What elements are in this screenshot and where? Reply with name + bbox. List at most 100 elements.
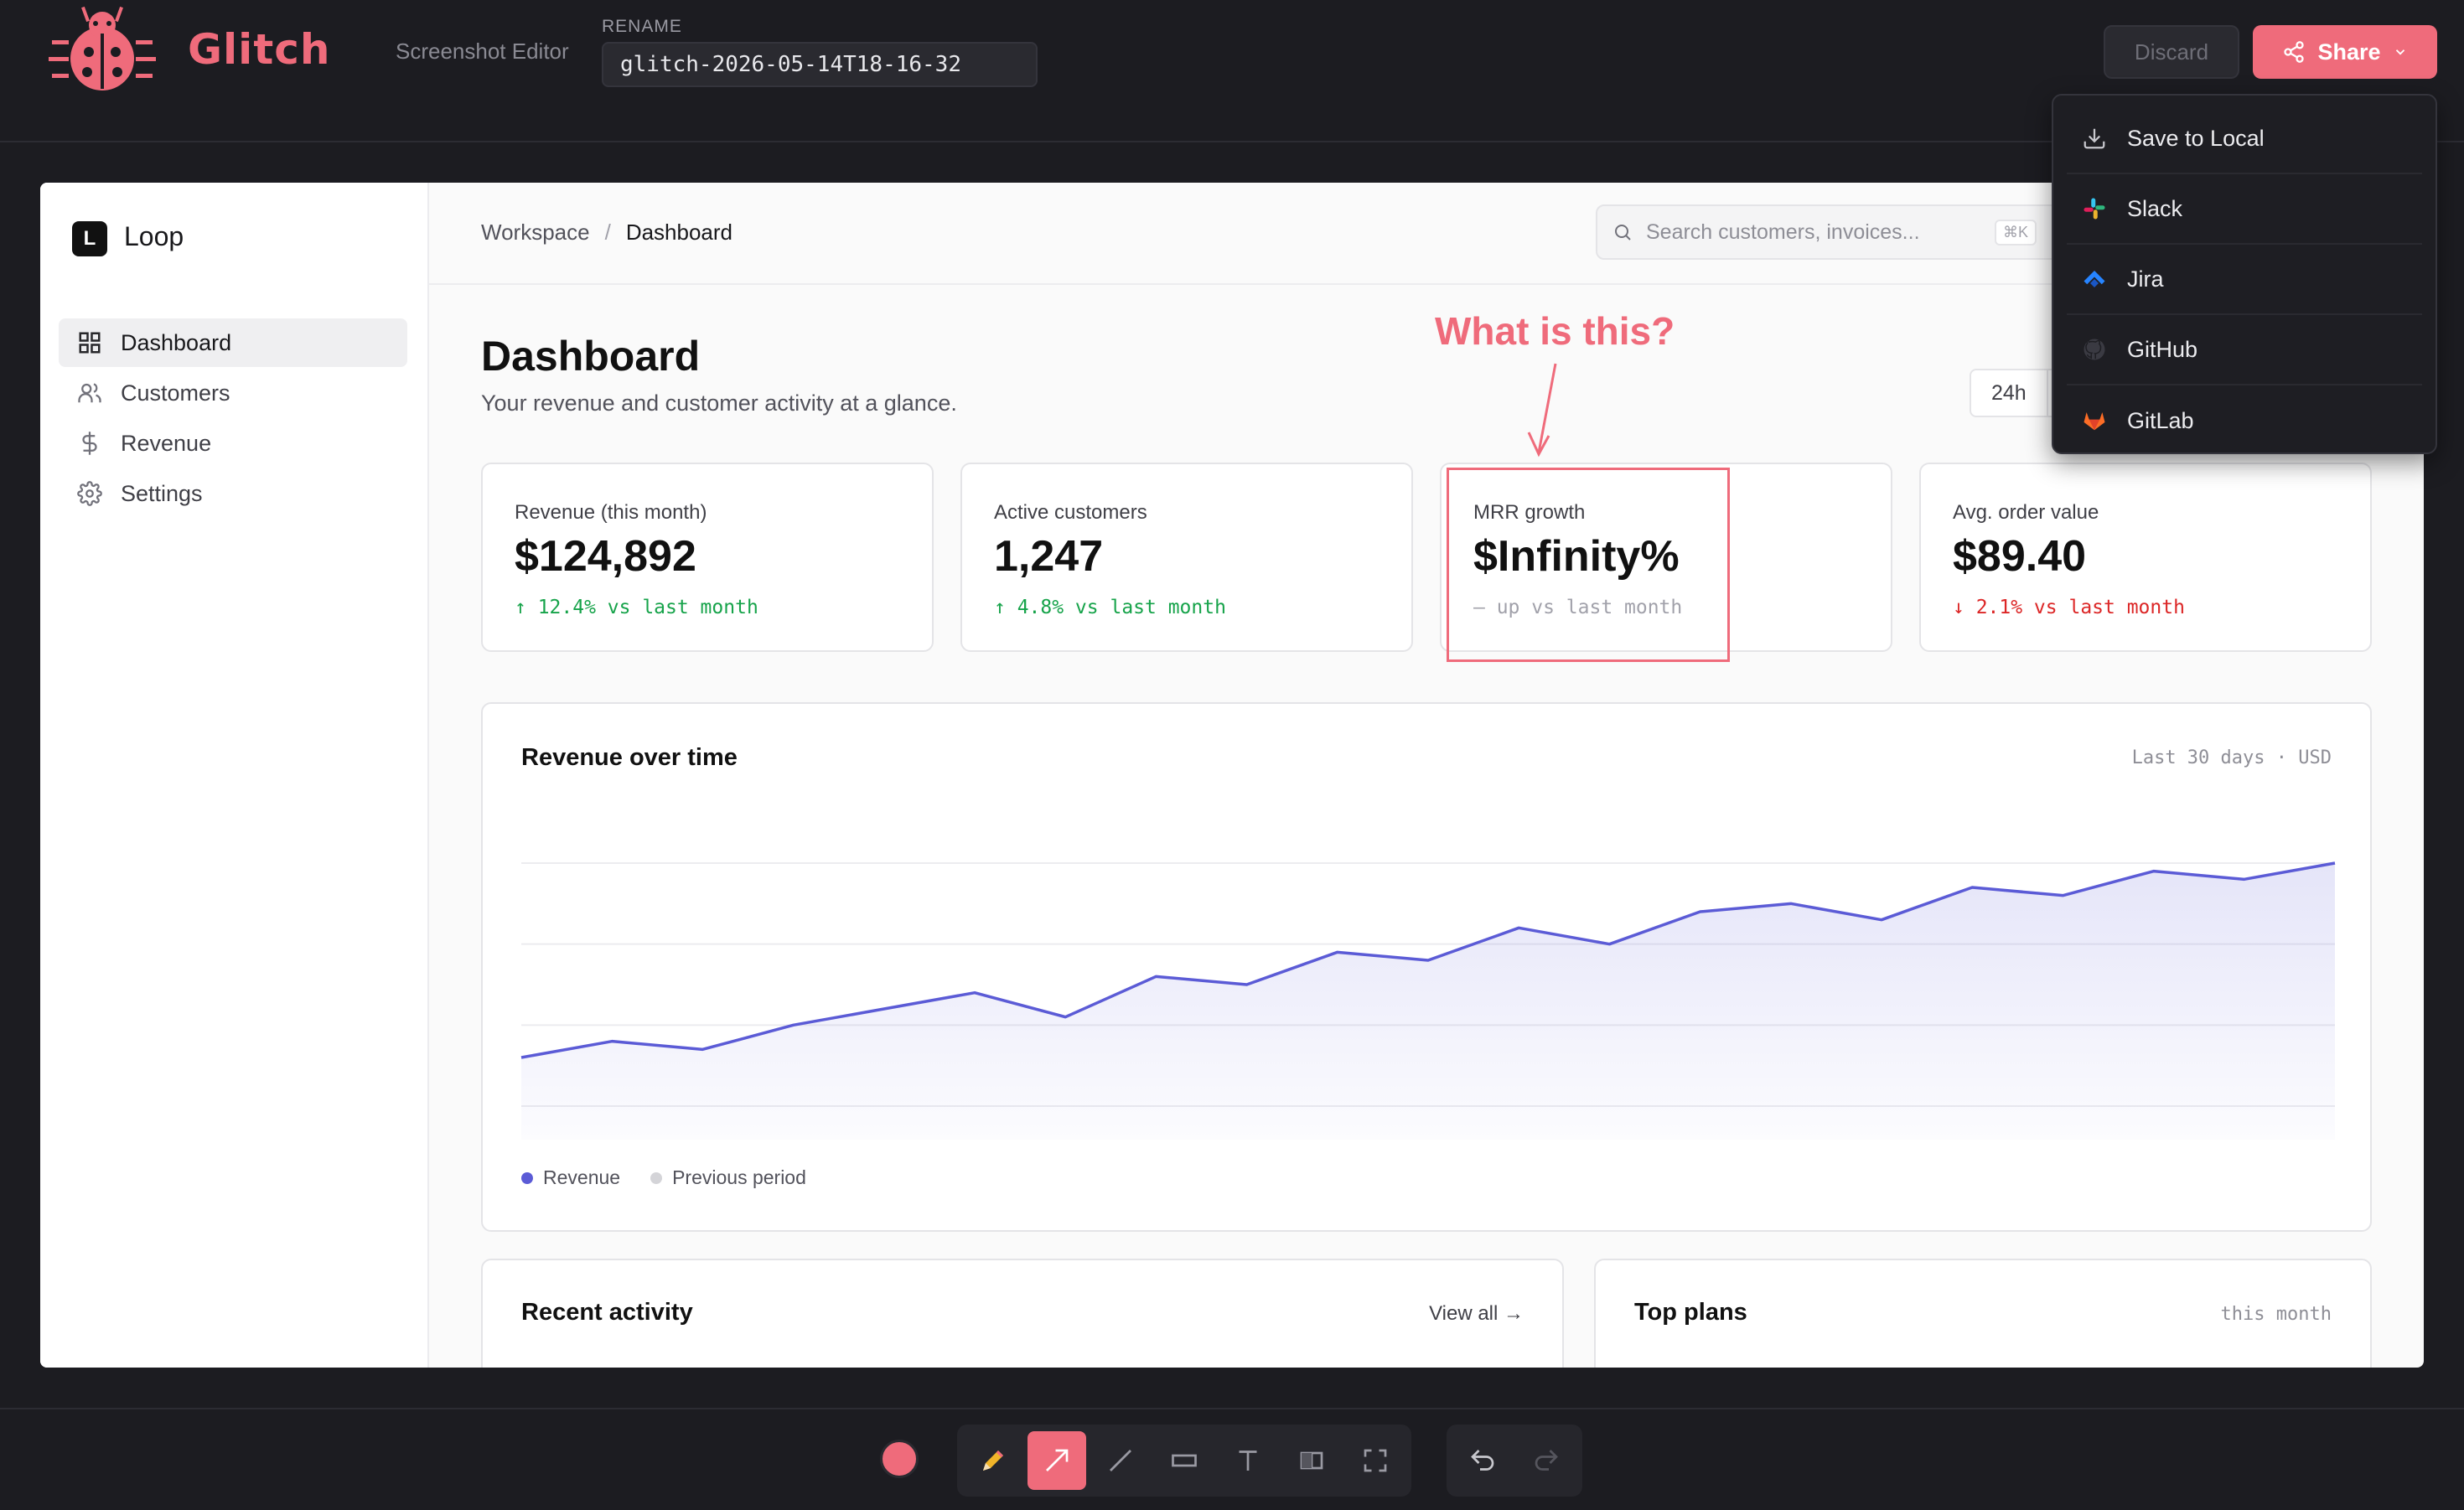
revenue-point[interactable] (607, 1037, 617, 1047)
stat-card-avg-order: Avg. order value $89.40 ↓ 2.1% vs last m… (1919, 463, 2372, 652)
download-icon (2084, 128, 2105, 149)
top-bar: Glitch Screenshot Editor RENAME Discard … (0, 0, 2464, 142)
annotation-text[interactable]: What is this? (1435, 309, 1675, 353)
revenue-point[interactable] (1604, 939, 1614, 949)
filename-input[interactable] (602, 42, 1038, 87)
share-menu-save-local[interactable]: Save to Local (2067, 104, 2422, 174)
range-tab-24h[interactable]: 24h (1971, 370, 2048, 416)
revenue-point[interactable] (1060, 1012, 1070, 1022)
top-plans-title: Top plans (1634, 1299, 1747, 1326)
blur-icon[interactable] (1282, 1431, 1341, 1490)
share-menu-slack[interactable]: Slack (2067, 174, 2422, 245)
stat-delta: ↓ 2.1% vs last month (1953, 597, 2185, 618)
line-icon[interactable] (1091, 1431, 1150, 1490)
breadcrumb-workspace[interactable]: Workspace (481, 220, 590, 245)
legend-item-previous: Previous period (650, 1166, 806, 1189)
text-icon[interactable] (1219, 1431, 1277, 1490)
revenue-point[interactable] (1786, 898, 1796, 908)
sidebar-item-label: Dashboard (121, 329, 232, 355)
share-dropdown-menu: Save to Local Slack Jira GitHub GitLab (2052, 94, 2437, 454)
redo-icon[interactable] (1517, 1431, 1576, 1490)
share-menu-label: Jira (2127, 266, 2164, 292)
sidebar-item-dashboard[interactable]: Dashboard (59, 318, 407, 367)
drawing-tools-group (957, 1425, 1411, 1497)
users-icon (78, 383, 101, 403)
annotation-rectangle[interactable] (1447, 468, 1730, 662)
top-plans-meta: this month (2220, 1304, 2332, 1325)
brand-name: Loop (124, 221, 184, 251)
crop-icon[interactable] (1346, 1431, 1405, 1490)
share-menu-github[interactable]: GitHub (2067, 315, 2422, 385)
revenue-point[interactable] (970, 988, 980, 998)
share-button[interactable]: Share (2253, 25, 2437, 79)
brand-badge: L (72, 221, 107, 256)
revenue-point[interactable] (1514, 923, 1524, 933)
revenue-point[interactable] (1151, 971, 1161, 981)
share-button-label: Share (2317, 39, 2381, 65)
ladybug-logo-icon (49, 6, 156, 90)
revenue-point[interactable] (789, 1020, 799, 1030)
breadcrumb-dashboard: Dashboard (625, 220, 733, 245)
search-input[interactable] (1646, 220, 1981, 245)
revenue-point[interactable] (2058, 891, 2068, 901)
legend-item-revenue: Revenue (521, 1166, 620, 1189)
stat-delta: ↑ 4.8% vs last month (994, 597, 1226, 618)
revenue-point[interactable] (2149, 866, 2159, 877)
stat-value: $89.40 (1953, 532, 2087, 581)
stat-label: Revenue (this month) (515, 501, 707, 524)
revenue-point[interactable] (516, 1052, 526, 1063)
rectangle-icon[interactable] (1155, 1431, 1214, 1490)
slack-icon (2084, 198, 2105, 220)
app-subtitle: Screenshot Editor (396, 39, 569, 64)
color-picker-swatch[interactable] (880, 1440, 919, 1478)
sidebar-item-settings[interactable]: Settings (59, 469, 407, 518)
share-menu-gitlab[interactable]: GitLab (2067, 385, 2422, 456)
stat-card-revenue: Revenue (this month) $124,892 ↑ 12.4% vs… (481, 463, 934, 652)
screenshot-canvas: L Loop Dashboard Customers Revenue (40, 183, 2424, 1368)
share-menu-jira[interactable]: Jira (2067, 245, 2422, 315)
gitlab-icon (2084, 412, 2105, 431)
discard-button[interactable]: Discard (2104, 25, 2239, 79)
revenue-chart-card: Revenue over time Last 30 days · USD Rev… (481, 702, 2372, 1232)
revenue-point[interactable] (2239, 874, 2249, 884)
sidebar-item-customers[interactable]: Customers (59, 369, 407, 417)
revenue-area (521, 863, 2335, 1140)
undo-icon[interactable] (1453, 1431, 1512, 1490)
chart-meta: Last 30 days · USD (2131, 747, 2332, 768)
pencil-icon[interactable] (964, 1431, 1022, 1490)
stat-label: Active customers (994, 501, 1147, 524)
revenue-point[interactable] (2330, 858, 2340, 868)
revenue-series-line (520, 861, 2336, 1059)
revenue-point[interactable] (1876, 915, 1887, 925)
legend-dot (521, 1171, 533, 1184)
revenue-point[interactable] (879, 1004, 889, 1014)
rename-label: RENAME (602, 17, 682, 36)
stat-delta: — up vs last month (1473, 597, 1683, 618)
recent-activity-card: Recent activity View all → (481, 1259, 1564, 1368)
share-icon (2284, 41, 2305, 63)
view-all-link[interactable]: View all → (1429, 1302, 1524, 1325)
dollar-icon (82, 432, 97, 455)
revenue-point[interactable] (1967, 882, 1977, 892)
recent-activity-title: Recent activity (521, 1299, 693, 1326)
legend-label: Previous period (672, 1166, 806, 1188)
stat-value: $Infinity% (1473, 532, 1680, 581)
sidebar-item-label: Customers (121, 380, 230, 406)
search-icon (1615, 225, 1631, 240)
gear-icon (77, 481, 102, 506)
revenue-point[interactable] (1695, 907, 1706, 917)
arrow-icon[interactable] (1028, 1431, 1086, 1490)
sidebar-item-revenue[interactable]: Revenue (59, 419, 407, 468)
stat-value: 1,247 (994, 532, 1104, 581)
share-menu-label: Slack (2127, 195, 2183, 221)
search-box[interactable]: ⌘K (1596, 204, 2065, 260)
revenue-point[interactable] (1333, 947, 1343, 957)
stat-value: $124,892 (515, 532, 696, 581)
revenue-point[interactable] (1423, 955, 1433, 965)
revenue-point[interactable] (697, 1044, 707, 1054)
legend-label: Revenue (543, 1166, 621, 1188)
sidebar-item-label: Revenue (121, 430, 212, 456)
stat-card-customers: Active customers 1,247 ↑ 4.8% vs last mo… (960, 463, 1413, 652)
revenue-point[interactable] (1242, 980, 1252, 990)
sidebar-item-label: Settings (121, 480, 203, 506)
